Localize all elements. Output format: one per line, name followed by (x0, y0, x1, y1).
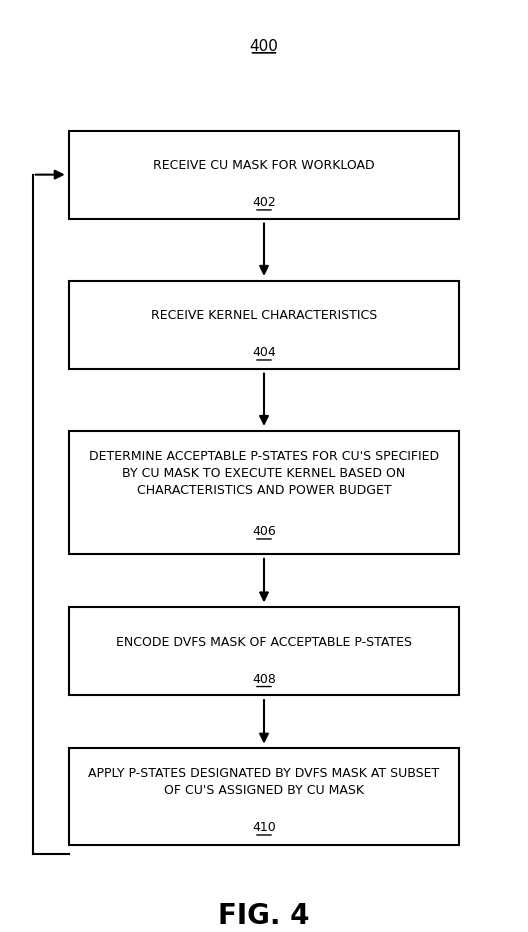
Text: ENCODE DVFS MASK OF ACCEPTABLE P-STATES: ENCODE DVFS MASK OF ACCEPTABLE P-STATES (116, 636, 412, 649)
Text: 408: 408 (252, 673, 276, 686)
Text: APPLY P-STATES DESIGNATED BY DVFS MASK AT SUBSET
OF CU'S ASSIGNED BY CU MASK: APPLY P-STATES DESIGNATED BY DVFS MASK A… (88, 767, 440, 797)
Text: FIG. 4: FIG. 4 (218, 902, 310, 930)
Text: DETERMINE ACCEPTABLE P-STATES FOR CU'S SPECIFIED
BY CU MASK TO EXECUTE KERNEL BA: DETERMINE ACCEPTABLE P-STATES FOR CU'S S… (89, 450, 439, 498)
Text: 402: 402 (252, 197, 276, 210)
Text: RECEIVE CU MASK FOR WORKLOAD: RECEIVE CU MASK FOR WORKLOAD (153, 159, 375, 172)
FancyBboxPatch shape (69, 281, 459, 369)
FancyBboxPatch shape (69, 431, 459, 555)
Text: RECEIVE KERNEL CHARACTERISTICS: RECEIVE KERNEL CHARACTERISTICS (151, 309, 377, 322)
Text: 404: 404 (252, 347, 276, 360)
Text: 400: 400 (250, 39, 278, 54)
FancyBboxPatch shape (69, 748, 459, 845)
FancyBboxPatch shape (69, 130, 459, 219)
FancyBboxPatch shape (69, 607, 459, 695)
Text: 410: 410 (252, 821, 276, 834)
Text: 406: 406 (252, 526, 276, 539)
